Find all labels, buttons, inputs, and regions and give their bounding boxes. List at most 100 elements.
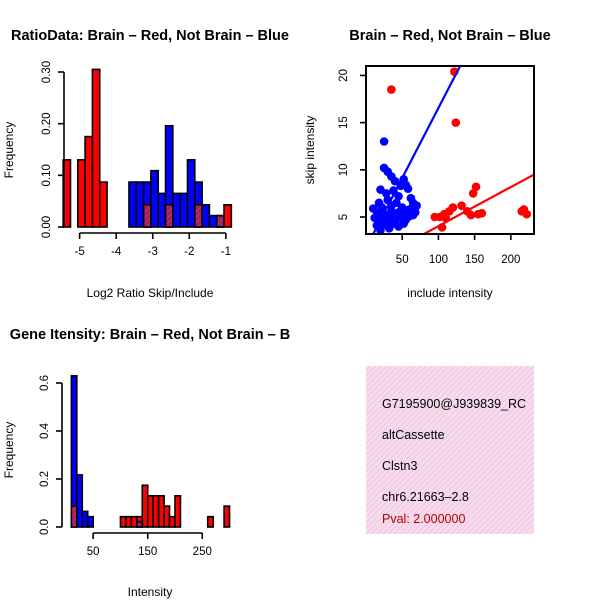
intensity-histogram-red-bar <box>157 494 165 528</box>
intensity-histogram-y-tick-label: 0.6 <box>39 375 51 391</box>
info-event-type: altCassette <box>382 428 445 442</box>
intensity-histogram-overlap-hatch <box>72 507 76 526</box>
scatter-point-red <box>522 209 532 219</box>
ratio-histogram-axes: 0.00 0.10 0.20 0.30 -5 -4 -3 -2 -1 <box>41 61 231 258</box>
intensity-histogram-y-tick-label: 0.4 <box>39 422 51 439</box>
intensity-histogram-bars <box>70 374 231 528</box>
intensity-histogram-x-tick-label: 150 <box>138 546 157 558</box>
scatter-point-blue <box>399 219 408 228</box>
info-pval: Pval: 2.000000 <box>382 512 465 526</box>
intensity-histogram-x-tick-label: 50 <box>87 546 100 558</box>
scatter-title: Brain – Red, Not Brain – Blue <box>349 28 550 44</box>
scatter-point-red <box>471 182 481 192</box>
ratio-histogram-overlap-hatch <box>166 205 172 226</box>
info-gene-name: Clstn3 <box>382 459 417 473</box>
scatter-point-blue <box>403 184 413 193</box>
ratio-histogram-panel: RatioData: Brain – Red, Not Brain – Blue… <box>2 28 289 300</box>
ratio-histogram-red-bar <box>91 68 101 228</box>
ratio-histogram-blue-bar <box>201 203 211 228</box>
scatter-point-blue <box>376 225 385 234</box>
intensity-histogram-red-bar <box>152 494 160 528</box>
scatter-point-red <box>387 85 396 94</box>
ratio-histogram-overlap-hatch <box>217 216 224 226</box>
intensity-histogram-red-bar <box>206 515 214 528</box>
ratio-histogram-red-bar <box>76 159 86 228</box>
intensity-histogram-panel: Gene Itensity: Brain – Red, Not Brain – … <box>2 327 290 599</box>
ratio-histogram-red-bar <box>84 135 94 228</box>
scatter-point-blue <box>368 204 378 213</box>
scatter-y-tick-label: 10 <box>338 163 350 176</box>
ratio-histogram-x-tick-label: -3 <box>148 246 158 258</box>
ratio-histogram-x-tick-label: -5 <box>75 246 85 258</box>
scatter-point-blue <box>370 213 379 223</box>
ratio-histogram-red-bar <box>98 181 108 228</box>
intensity-histogram-blue-bar <box>81 510 89 528</box>
intensity-histogram-y-tick-label: 0.0 <box>39 519 51 535</box>
intensity-histogram-blue-bar <box>76 474 84 528</box>
ratio-histogram-blue-bar <box>128 181 138 228</box>
intensity-histogram-title: Gene Itensity: Brain – Red, Not Brain – … <box>10 327 290 343</box>
ratio-histogram-x-tick-label: -2 <box>184 246 194 258</box>
ratio-histogram-bars <box>62 68 233 228</box>
scatter-point-red <box>477 208 487 218</box>
intensity-histogram-xlabel: Intensity <box>128 585 173 599</box>
ratio-histogram-blue-bar <box>157 192 167 228</box>
scatter-x-tick-label: 50 <box>396 254 409 266</box>
ratio-histogram-overlap-hatch <box>144 205 150 226</box>
info-probe-id: G7195900@J939839_RC <box>382 397 526 411</box>
scatter-point-blue <box>392 198 401 208</box>
ratio-histogram-y-tick-label: 0.10 <box>41 164 53 186</box>
scatter-point-blue <box>381 189 391 198</box>
ratio-histogram-blue-bar <box>150 169 160 228</box>
intensity-histogram-red-bar <box>223 505 231 528</box>
ratio-histogram-x-tick-label: -4 <box>111 246 122 258</box>
scatter-x-tick-label: 200 <box>501 254 520 266</box>
scatter-fit-line-blue <box>372 66 462 234</box>
scatter-point-blue <box>390 176 400 186</box>
scatter-point-red <box>466 210 476 220</box>
scatter-x-tick-label: 150 <box>465 254 484 266</box>
scatter-point-red <box>468 189 478 198</box>
scatter-point-blue <box>384 224 394 233</box>
scatter-y-tick-label: 15 <box>338 116 350 129</box>
ratio-histogram-overlap-hatch <box>195 205 202 226</box>
info-panel: G7195900@J939839_RC altCassette Clstn3 c… <box>366 366 534 534</box>
intensity-histogram-overlap-hatch <box>137 522 142 526</box>
ratio-histogram-blue-bar <box>172 192 181 228</box>
intensity-histogram-blue-bar <box>86 515 94 528</box>
scatter-point-blue <box>394 191 403 201</box>
ratio-histogram-blue-bar <box>179 192 189 228</box>
intensity-histogram-axes: 0.0 0.2 0.4 0.6 50 150 250 <box>39 375 212 558</box>
ratio-histogram-blue-bar <box>208 214 218 228</box>
ratio-histogram-y-tick-label: 0.30 <box>41 61 53 83</box>
intensity-histogram-red-bar <box>163 505 171 528</box>
scatter-point-blue <box>379 137 389 146</box>
scatter-ylabel: skip intensity <box>303 116 317 185</box>
info-panel-hatch <box>366 366 534 534</box>
ratio-histogram-y-tick-label: 0.00 <box>41 216 53 238</box>
intensity-histogram-red-bar <box>130 515 138 528</box>
intensity-histogram-red-bar <box>119 515 127 528</box>
ratio-histogram-blue-bar <box>135 181 145 228</box>
scatter-point-red <box>457 201 466 210</box>
ratio-histogram-x-tick-label: -1 <box>221 246 231 258</box>
scatter-point-red <box>448 203 458 212</box>
intensity-histogram-blue-bar <box>70 374 78 528</box>
scatter-y-tick-label: 20 <box>338 69 350 82</box>
scatter-fit-line-red <box>423 173 534 234</box>
intensity-histogram-x-tick-label: 250 <box>193 546 212 558</box>
intensity-histogram-red-bar <box>141 484 149 528</box>
scatter-point-red <box>451 118 461 127</box>
scatter-point-blue <box>408 210 418 220</box>
intensity-histogram-red-bar <box>125 515 133 528</box>
scatter-x-tick-label: 100 <box>429 254 448 266</box>
scatter-plot-area: 50 100 150 200 5 10 15 20 <box>338 65 535 266</box>
ratio-histogram-title: RatioData: Brain – Red, Not Brain – Blue <box>11 28 289 44</box>
ratio-histogram-red-bar <box>223 203 233 228</box>
ratio-histogram-y-tick-label: 0.20 <box>41 112 53 134</box>
intensity-histogram-red-bar <box>174 494 182 528</box>
scatter-y-tick-label: 5 <box>338 214 350 220</box>
info-chrom-location: chr6.21663–2.8 <box>382 490 469 504</box>
ratio-histogram-xlabel: Log2 Ratio Skip/Include <box>87 286 214 300</box>
